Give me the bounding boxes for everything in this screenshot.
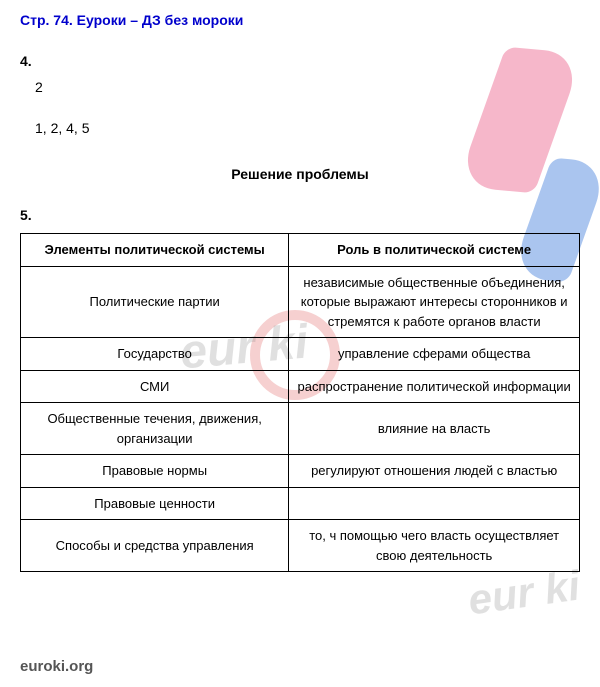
cell-role: распространение политической информации xyxy=(289,370,580,403)
table-row: Государство управление сферами общества xyxy=(21,338,580,371)
table-wrapper: Элементы политической системы Роль в пол… xyxy=(20,233,580,572)
cell-role xyxy=(289,487,580,520)
cell-role: регулируют отношения людей с властью xyxy=(289,455,580,488)
table-row: СМИ распространение политической информа… xyxy=(21,370,580,403)
page-header: Стр. 74. Еуроки – ДЗ без мороки xyxy=(20,12,580,28)
table-row: Правовые нормы регулируют отношения люде… xyxy=(21,455,580,488)
political-system-table: Элементы политической системы Роль в пол… xyxy=(20,233,580,572)
table-header-row: Элементы политической системы Роль в пол… xyxy=(21,234,580,267)
column-header-role: Роль в политической системе xyxy=(289,234,580,267)
cell-role: влияние на власть xyxy=(289,403,580,455)
question-4-number: 4. xyxy=(20,53,580,69)
cell-role: то, ч помощью чего власть осуществляет с… xyxy=(289,520,580,572)
section-title: Решение проблемы xyxy=(20,166,580,182)
cell-element: Правовые ценности xyxy=(21,487,289,520)
cell-role: независимые общественные объединения, ко… xyxy=(289,266,580,338)
table-row: Правовые ценности xyxy=(21,487,580,520)
cell-element: Общественные течения, движения, организа… xyxy=(21,403,289,455)
question-4-answer-2: 1, 2, 4, 5 xyxy=(35,120,580,136)
footer-link: euroki.org xyxy=(20,658,93,675)
cell-element: Правовые нормы xyxy=(21,455,289,488)
cell-element: Политические партии xyxy=(21,266,289,338)
cell-role: управление сферами общества xyxy=(289,338,580,371)
table-row: Политические партии независимые обществе… xyxy=(21,266,580,338)
table-row: Способы и средства управления то, ч помо… xyxy=(21,520,580,572)
question-4-answer-1: 2 xyxy=(35,79,580,95)
cell-element: Способы и средства управления xyxy=(21,520,289,572)
question-5-number: 5. xyxy=(20,207,580,223)
cell-element: СМИ xyxy=(21,370,289,403)
table-row: Общественные течения, движения, организа… xyxy=(21,403,580,455)
column-header-elements: Элементы политической системы xyxy=(21,234,289,267)
cell-element: Государство xyxy=(21,338,289,371)
